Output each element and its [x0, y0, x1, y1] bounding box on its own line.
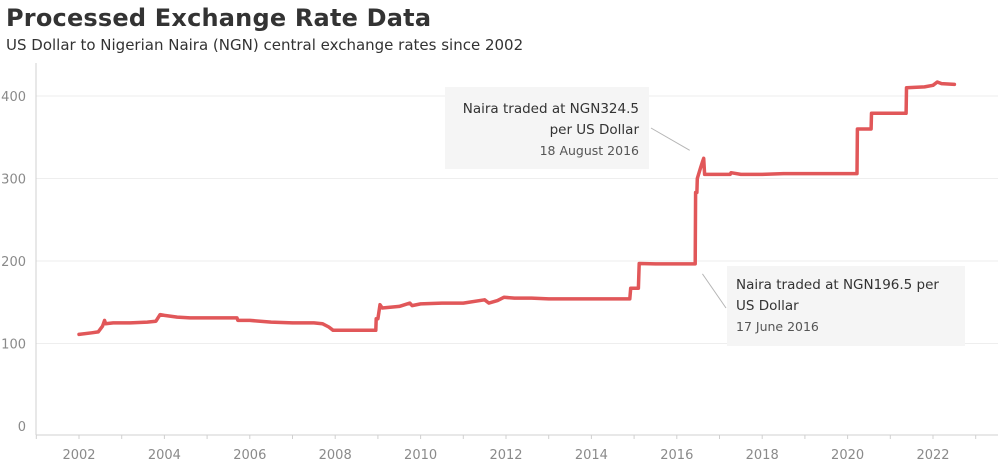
annotation-devaluation-leader [702, 273, 727, 309]
x-tick-label: 2006 [233, 448, 266, 463]
x-tick-label: 2010 [404, 448, 437, 463]
x-tick-label: 2012 [489, 448, 522, 463]
annotation-peak-leader [650, 127, 690, 151]
axes: 0 100 200 300 400 2002 2004 2006 2008 2010 2012 201… [1, 63, 998, 463]
y-tick-label: 0 [18, 420, 26, 435]
annotation-leaders [650, 127, 727, 309]
x-tick-label: 2020 [831, 448, 864, 463]
y-tick-label: 100 [1, 338, 26, 353]
series [77, 80, 957, 337]
y-tick-label: 400 [1, 90, 26, 105]
annotation-peak: Naira traded at NGN324.5 per US Dollar 1… [445, 87, 649, 169]
chart-subtitle: US Dollar to Nigerian Naira (NGN) centra… [6, 36, 524, 54]
annotation-peak-text: Naira traded at NGN324.5 per US Dollar [462, 101, 639, 138]
y-tick-label: 200 [1, 255, 26, 270]
annotation-devaluation-text: Naira traded at NGN196.5 per US Dollar [736, 277, 939, 314]
x-tick-label: 2008 [319, 448, 352, 463]
chart-title: Processed Exchange Rate Data [6, 4, 432, 32]
x-tick-label: 2018 [746, 448, 779, 463]
annotation-devaluation: Naira traded at NGN196.5 per US Dollar 1… [727, 266, 965, 346]
y-tick-label: 300 [1, 173, 26, 188]
x-tick-label: 2002 [62, 448, 95, 463]
x-tick-label: 2014 [575, 448, 608, 463]
x-tick-label: 2022 [916, 448, 949, 463]
x-tick-label: 2004 [148, 448, 181, 463]
annotation-devaluation-date: 17 June 2016 [736, 319, 819, 334]
annotation-peak-date: 18 August 2016 [539, 143, 639, 158]
x-tick-label: 2016 [660, 448, 693, 463]
